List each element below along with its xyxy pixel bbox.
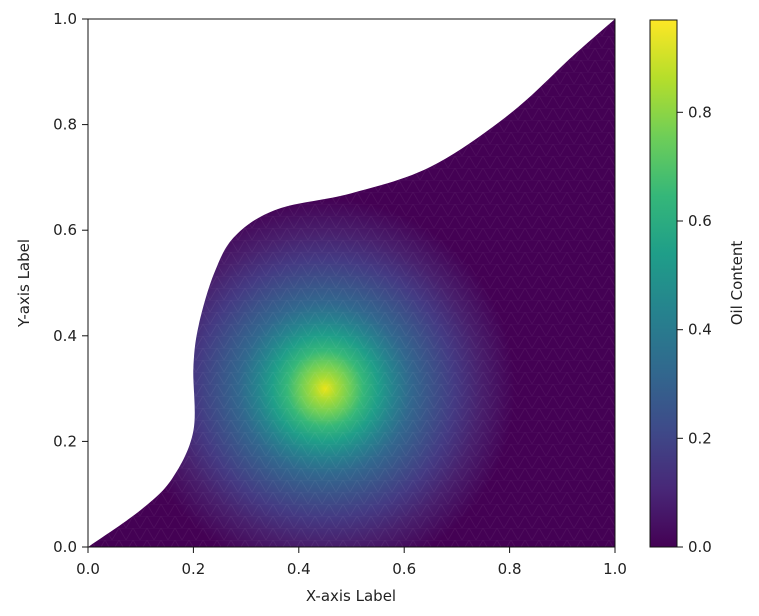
x-tick-label: 0.6 <box>392 560 416 578</box>
colorbar-tick-label: 0.8 <box>688 103 712 121</box>
x-axis-label: X-axis Label <box>306 587 396 605</box>
x-tick-label: 0.8 <box>498 560 522 578</box>
x-tick-label: 0.4 <box>287 560 311 578</box>
x-tick-label: 0.0 <box>76 560 100 578</box>
colorbar-tick-label: 0.4 <box>688 321 712 339</box>
axes-frame <box>87 18 616 548</box>
y-tick-label: 0.0 <box>53 538 77 556</box>
plot-area <box>87 18 616 548</box>
colorbar-gradient <box>649 19 678 548</box>
triangle-mesh <box>88 19 615 547</box>
x-tick-label: 1.0 <box>603 560 627 578</box>
x-axis: 0.0 0.2 0.4 0.6 0.8 1.0 X-axis Label <box>76 547 627 605</box>
y-tick-label: 0.6 <box>53 221 77 239</box>
colorbar-tick-label: 0.0 <box>688 538 712 556</box>
y-axis: 0.0 0.2 0.4 0.6 0.8 1.0 Y-axis Label <box>15 10 88 556</box>
colorbar-tick-label: 0.6 <box>688 212 712 230</box>
x-tick-label: 0.2 <box>181 560 205 578</box>
colorbar: 0.0 0.2 0.4 0.6 0.8 Oil Content <box>649 19 746 556</box>
y-tick-label: 0.8 <box>53 116 77 134</box>
y-axis-label: Y-axis Label <box>15 239 33 328</box>
y-tick-label: 1.0 <box>53 10 77 28</box>
colorbar-tick-label: 0.2 <box>688 429 712 447</box>
y-tick-label: 0.4 <box>53 327 77 345</box>
y-tick-label: 0.2 <box>53 432 77 450</box>
colorbar-label: Oil Content <box>728 241 746 326</box>
